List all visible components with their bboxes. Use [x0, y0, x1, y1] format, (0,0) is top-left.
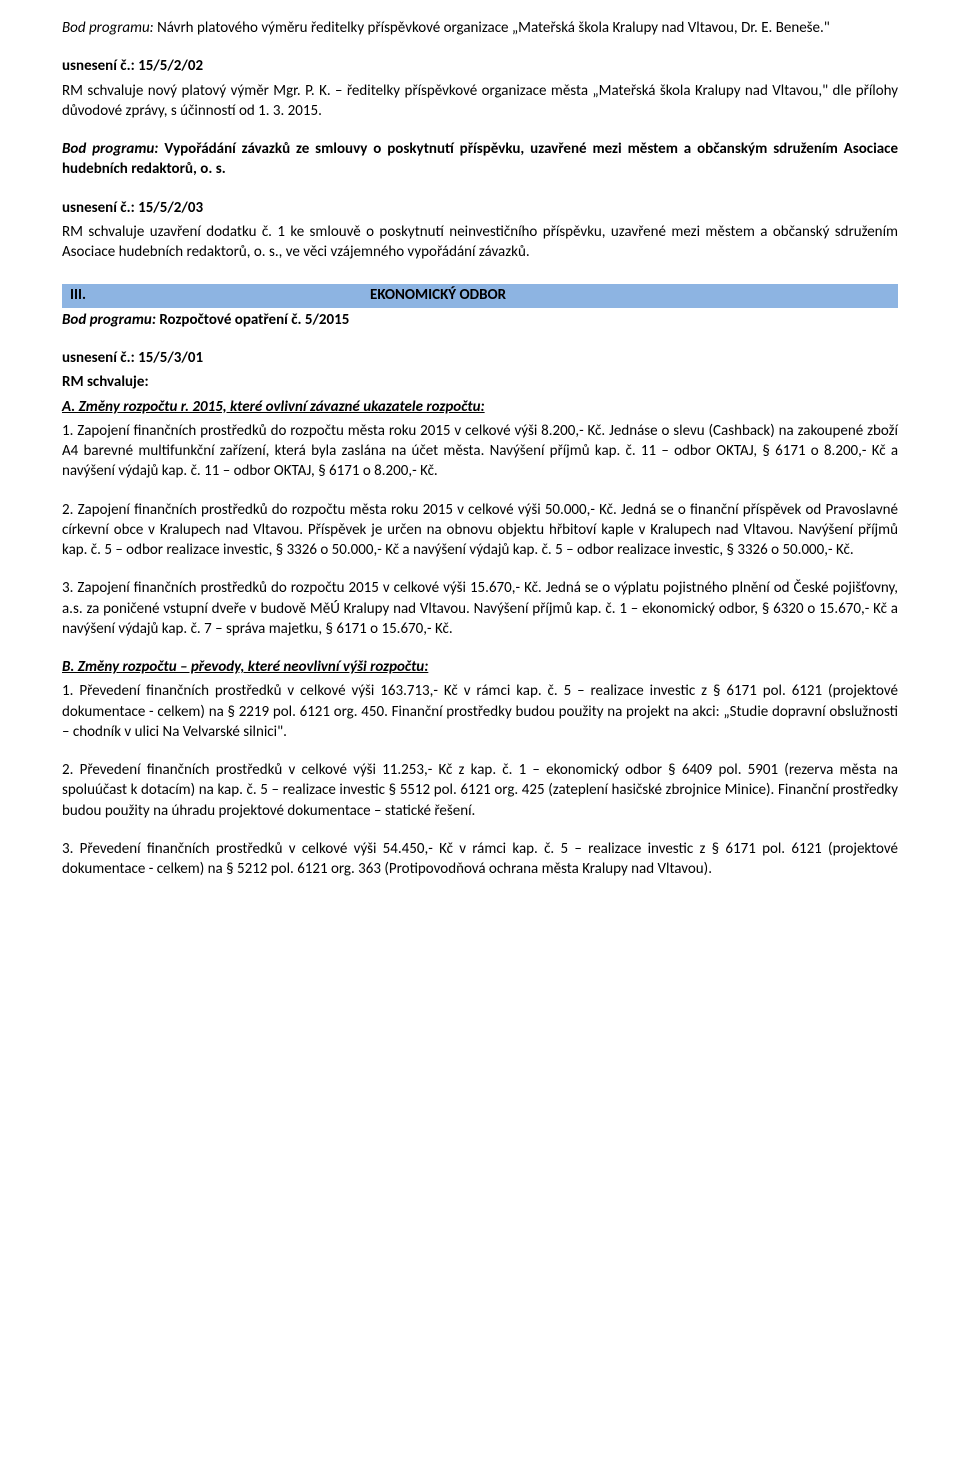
document-page: Bod programu: Návrh platového výměru řed… [0, 0, 960, 919]
budget-item-a3: 3. Zapojení finančních prostředků do roz… [62, 578, 898, 639]
program-label: Bod programu: [62, 19, 154, 37]
budget-item-a2: 2. Zapojení finančních prostředků do roz… [62, 500, 898, 561]
program-text: Rozpočtové opatření č. 5/2015 [156, 311, 349, 329]
resolution-text: RM schvaluje nový platový výměr Mgr. P. … [62, 81, 898, 122]
budget-item-b1: 1. Převedení finančních prostředků v cel… [62, 681, 898, 742]
resolution-heading: usnesení č.: 15/5/3/01 [62, 348, 898, 368]
program-text: Návrh platového výměru ředitelky příspěv… [154, 19, 830, 37]
resolution-rm: RM schvaluje: [62, 372, 898, 392]
program-item: Bod programu: Návrh platového výměru řed… [62, 18, 898, 38]
resolution-text: RM schvaluje uzavření dodatku č. 1 ke sm… [62, 222, 898, 263]
budget-item-b3: 3. Převedení finančních prostředků v cel… [62, 839, 898, 880]
part-a-heading: A. Změny rozpočtu r. 2015, které ovlivní… [62, 397, 898, 417]
program-label: Bod programu: [62, 140, 158, 158]
resolution-heading: usnesení č.: 15/5/2/02 [62, 56, 898, 76]
resolution-block: usnesení č.: 15/5/2/02 RM schvaluje nový… [62, 56, 898, 121]
budget-item-b2: 2. Převedení finančních prostředků v cel… [62, 760, 898, 821]
program-text: Vypořádání závazků ze smlouvy o poskytnu… [62, 140, 898, 178]
section-title: EKONOMICKÝ ODBOR [370, 286, 898, 306]
part-b-heading: B. Změny rozpočtu – převody, které neovl… [62, 657, 898, 677]
program-item: Bod programu: Vypořádání závazků ze smlo… [62, 139, 898, 180]
section-header: III. EKONOMICKÝ ODBOR [62, 284, 898, 308]
resolution-heading: usnesení č.: 15/5/2/03 [62, 198, 898, 218]
section-number: III. [66, 286, 370, 306]
resolution-block: usnesení č.: 15/5/2/03 RM schvaluje uzav… [62, 198, 898, 263]
program-item: Bod programu: Rozpočtové opatření č. 5/2… [62, 310, 898, 330]
budget-item-a1: 1. Zapojení finančních prostředků do roz… [62, 421, 898, 482]
program-label: Bod programu: [62, 311, 156, 329]
